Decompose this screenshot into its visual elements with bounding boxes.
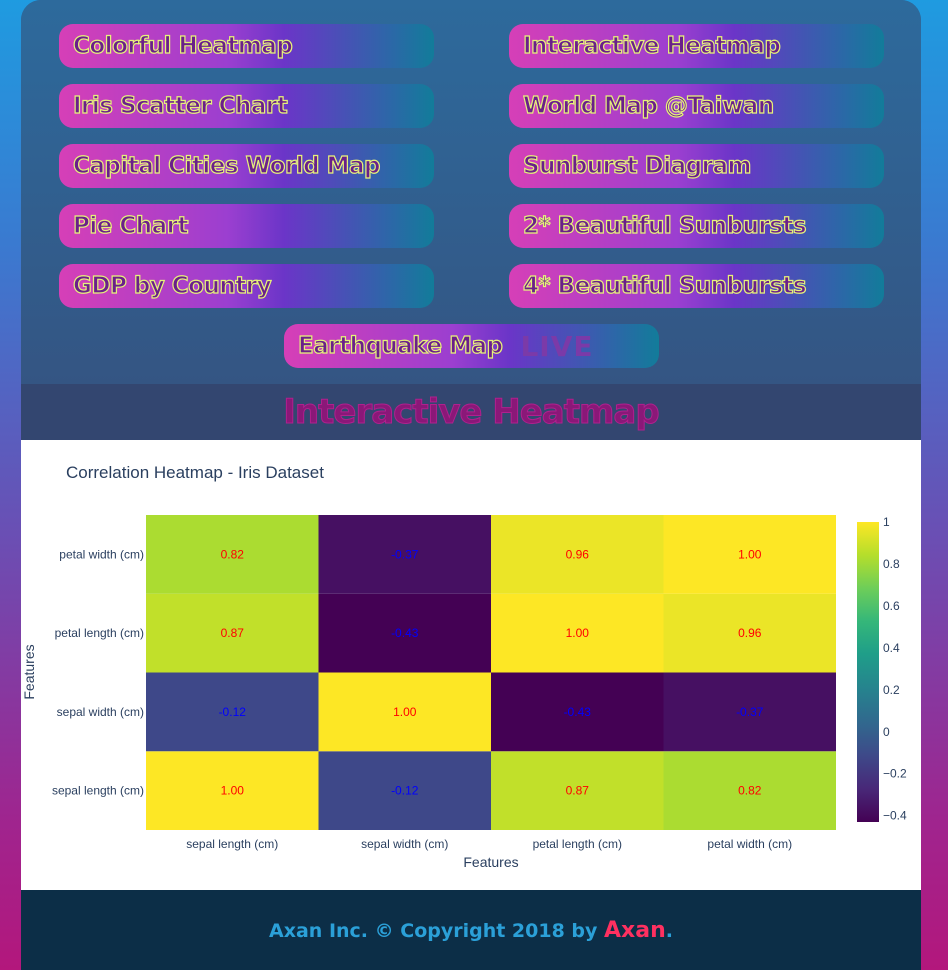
colorbar-tick-label: −0.2	[883, 767, 907, 781]
colorbar-tick-label: 0.4	[883, 641, 900, 655]
colorbar-tick-label: 0	[883, 725, 890, 739]
colorbar	[857, 522, 879, 822]
heatmap-cell[interactable]	[491, 515, 664, 594]
heatmap-cell-label: 1.00	[566, 626, 590, 640]
heatmap-cell-label: 0.96	[566, 547, 590, 561]
colorbar-tick-label: 0.6	[883, 599, 900, 613]
footer: Axan Inc. © Copyright 2018 by Axan.	[21, 890, 921, 970]
heatmap-cell[interactable]	[318, 515, 492, 594]
chart-container[interactable]: Correlation Heatmap - Iris Dataset Featu…	[21, 440, 921, 890]
nav-button-world-map-taiwan[interactable]: World Map @Taiwan	[509, 84, 884, 128]
colorbar-ticks: 1 0.8 0.6 0.4 0.2 0 −0.2 −0.4	[883, 515, 907, 823]
heatmap-chart[interactable]: Correlation Heatmap - Iris Dataset Featu…	[21, 440, 921, 890]
heatmap-cell[interactable]	[663, 672, 837, 752]
nav-button-earthquake-map[interactable]: Earthquake Map LIVE	[284, 324, 659, 368]
heatmap-cell[interactable]	[146, 751, 319, 830]
nav-button-label: Colorful Heatmap	[72, 32, 293, 59]
nav-button-label: Interactive Heatmap	[522, 32, 781, 59]
heatmap-cell[interactable]	[663, 593, 837, 673]
nav-button-label: 2* Beautiful Sunbursts	[522, 212, 807, 239]
nav-button-label: GDP by Country	[72, 272, 272, 299]
heatmap-cell[interactable]	[318, 593, 492, 673]
heatmap-cell-label: 0.96	[738, 626, 762, 640]
section-title: Interactive Heatmap	[283, 392, 660, 433]
heatmap-cell-label: 1.00	[393, 705, 417, 719]
heatmap-cell-label: -0.12	[391, 784, 419, 798]
footer-copyright: Axan Inc. © Copyright 2018 by	[269, 919, 605, 942]
heatmap-cell[interactable]	[146, 672, 319, 752]
nav-button-label: Earthquake Map	[297, 332, 503, 359]
nav-area: Colorful Heatmap Interactive Heatmap Iri…	[21, 0, 921, 384]
heatmap-cell-label: -0.37	[736, 705, 764, 719]
axis-ticks: sepal length (cm) sepal width (cm) petal l…	[52, 547, 792, 851]
heatmap-cell[interactable]	[318, 751, 492, 830]
heatmap-cell[interactable]	[491, 672, 664, 752]
nav-button-pie-chart[interactable]: Pie Chart	[59, 204, 434, 248]
heatmap-cell[interactable]	[318, 672, 492, 752]
colorbar-tick-label: 0.2	[883, 683, 900, 697]
x-tick-label: petal length (cm)	[533, 837, 622, 851]
heatmap-cells: 1.00 -0.12 0.87 0.82 -0.12 1.00 -0.43 -0.37 0.87…	[146, 515, 836, 830]
chart-title: Correlation Heatmap - Iris Dataset	[66, 463, 324, 482]
nav-button-gdp-by-country[interactable]: GDP by Country	[59, 264, 434, 308]
colorbar-tick-label: −0.4	[883, 809, 907, 823]
y-tick-label: petal length (cm)	[55, 626, 144, 640]
heatmap-cell-label: 0.87	[221, 626, 245, 640]
footer-brand[interactable]: Axan	[604, 917, 666, 943]
y-tick-label: sepal width (cm)	[57, 705, 144, 719]
heatmap-cell[interactable]	[663, 515, 837, 594]
heatmap-cell-label: 0.82	[221, 547, 245, 561]
nav-button-label: Pie Chart	[72, 212, 189, 239]
nav-button-label: Sunburst Diagram	[522, 152, 752, 179]
y-axis-title: Features	[21, 644, 37, 699]
nav-button-label: Capital Cities World Map	[72, 152, 381, 179]
nav-button-sunburst-diagram[interactable]: Sunburst Diagram	[509, 144, 884, 188]
y-tick-label: petal width (cm)	[59, 547, 144, 561]
main-panel: Colorful Heatmap Interactive Heatmap Iri…	[21, 0, 921, 970]
nav-button-interactive-heatmap[interactable]: Interactive Heatmap	[509, 24, 884, 68]
colorbar-tick-label: 1	[883, 515, 890, 529]
y-tick-label: sepal length (cm)	[52, 784, 144, 798]
nav-button-label: World Map @Taiwan	[522, 92, 774, 119]
heatmap-cell-label: -0.43	[564, 705, 592, 719]
heatmap-cell-label: -0.37	[391, 547, 419, 561]
nav-button-colorful-heatmap[interactable]: Colorful Heatmap	[59, 24, 434, 68]
heatmap-cell-label: -0.12	[219, 705, 247, 719]
heatmap-cell-label: 1.00	[738, 547, 762, 561]
live-badge: LIVE	[520, 329, 594, 363]
footer-dot: .	[665, 919, 673, 942]
nav-button-2-beautiful-sunbursts[interactable]: 2* Beautiful Sunbursts	[509, 204, 884, 248]
colorbar-tick-label: 0.8	[883, 557, 900, 571]
heatmap-cell[interactable]	[491, 751, 664, 830]
heatmap-cell-label: 1.00	[221, 784, 245, 798]
x-tick-label: sepal width (cm)	[361, 837, 448, 851]
heatmap-cell-label: 0.87	[566, 784, 590, 798]
section-header: Interactive Heatmap	[21, 384, 921, 440]
heatmap-cell-label: 0.82	[738, 784, 762, 798]
x-tick-label: petal width (cm)	[707, 837, 792, 851]
heatmap-cell[interactable]	[146, 515, 319, 594]
heatmap-cell[interactable]	[491, 593, 664, 673]
x-tick-label: sepal length (cm)	[186, 837, 278, 851]
heatmap-cell-label: -0.43	[391, 626, 419, 640]
heatmap-cell[interactable]	[663, 751, 837, 830]
heatmap-cell[interactable]	[146, 593, 319, 673]
nav-button-iris-scatter-chart[interactable]: Iris Scatter Chart	[59, 84, 434, 128]
footer-text: Axan Inc. © Copyright 2018 by Axan.	[269, 918, 673, 943]
nav-button-label: Iris Scatter Chart	[72, 92, 288, 119]
x-axis-title: Features	[463, 854, 518, 870]
nav-button-4-beautiful-sunbursts[interactable]: 4* Beautiful Sunbursts	[509, 264, 884, 308]
nav-button-label: 4* Beautiful Sunbursts	[522, 272, 807, 299]
nav-button-capital-cities-world-map[interactable]: Capital Cities World Map	[59, 144, 434, 188]
